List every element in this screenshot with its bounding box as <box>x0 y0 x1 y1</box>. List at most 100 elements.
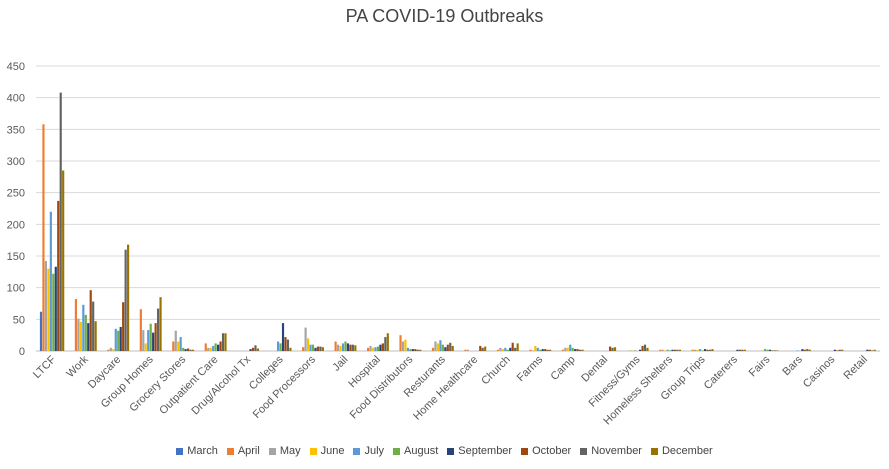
bar <box>279 343 282 351</box>
bar <box>646 347 649 351</box>
bar <box>509 347 512 351</box>
bar <box>841 349 844 351</box>
bar <box>504 347 507 351</box>
y-tick-label: 200 <box>7 219 25 231</box>
legend-label: August <box>404 445 439 457</box>
bar <box>302 347 305 351</box>
bar <box>838 349 841 351</box>
bar <box>481 347 484 351</box>
bar <box>741 349 744 351</box>
bar <box>738 349 742 351</box>
bar <box>546 349 549 351</box>
x-tick-label: Casinos <box>801 353 838 390</box>
legend-item: November <box>580 445 642 457</box>
bar <box>89 290 92 351</box>
bar <box>691 349 694 351</box>
bar <box>251 347 255 351</box>
bar <box>212 345 215 351</box>
bar <box>801 349 804 351</box>
bar <box>708 349 712 351</box>
bar <box>147 330 150 351</box>
bar <box>496 349 499 351</box>
bar <box>641 345 644 351</box>
bar <box>341 343 345 351</box>
x-tick-label: Fairs <box>747 353 773 379</box>
bar <box>534 345 537 351</box>
bar <box>177 341 180 351</box>
y-tick-label: 300 <box>7 156 25 168</box>
bar <box>664 350 667 351</box>
legend-swatch <box>309 447 317 455</box>
bar <box>127 244 130 351</box>
bar <box>531 350 534 351</box>
bar <box>354 345 357 351</box>
legend-swatch <box>353 447 361 455</box>
bar <box>569 344 572 351</box>
bar <box>441 344 444 351</box>
bar <box>466 349 469 351</box>
legend: March April May June July August September Octo… <box>0 445 889 457</box>
bar <box>109 347 112 351</box>
bar <box>144 343 147 351</box>
bar <box>541 349 544 351</box>
x-tick-label: Dental <box>579 354 610 385</box>
bar <box>566 347 569 351</box>
x-tick-label: LTCF <box>31 353 59 381</box>
bar <box>84 314 87 351</box>
x-tick-label: Work <box>64 353 91 380</box>
bar <box>221 333 225 351</box>
x-tick-label: Caterers <box>702 353 741 392</box>
bar <box>254 345 257 351</box>
bar <box>673 349 677 351</box>
bar <box>514 347 517 351</box>
legend-swatch <box>650 447 658 455</box>
legend-swatch <box>447 447 455 455</box>
legend-item: July <box>353 445 384 457</box>
bar <box>763 349 767 351</box>
bar <box>871 350 874 351</box>
bar <box>409 349 412 351</box>
bar <box>671 349 674 351</box>
bar <box>436 343 440 351</box>
bar <box>406 347 410 351</box>
bar <box>549 349 552 351</box>
bar <box>334 341 337 351</box>
bar <box>696 349 699 351</box>
legend-item: December <box>650 445 713 457</box>
bar <box>571 347 574 351</box>
bar <box>404 339 407 351</box>
y-tick-label: 250 <box>7 188 25 200</box>
bar <box>416 349 419 351</box>
bar <box>349 344 352 351</box>
legend-item: March <box>176 445 218 457</box>
bar <box>77 318 80 351</box>
x-tick-label: Jail <box>330 354 350 374</box>
bar <box>803 349 806 351</box>
bar <box>411 349 414 351</box>
bar <box>117 330 120 351</box>
y-tick-label: 350 <box>7 124 25 136</box>
bar <box>376 346 380 351</box>
bar <box>386 333 389 351</box>
bar <box>711 349 714 351</box>
bar <box>536 347 539 351</box>
bar <box>574 349 577 351</box>
bar <box>142 330 145 351</box>
bar <box>701 350 704 351</box>
bar <box>369 345 372 351</box>
y-tick-label: 450 <box>7 61 25 73</box>
legend-item: October <box>521 445 571 457</box>
x-tick-label: Outpatient Care <box>157 354 220 417</box>
bar <box>74 299 77 351</box>
legend-item: August <box>393 445 438 457</box>
bar <box>669 350 672 351</box>
legend-label: October <box>532 445 572 457</box>
legend-item: September <box>447 445 512 457</box>
bar <box>539 349 542 351</box>
bar <box>119 326 122 351</box>
x-tick-label: Farms <box>515 353 546 384</box>
y-tick-label: 0 <box>19 346 25 358</box>
bar <box>776 350 779 351</box>
legend-item: May <box>268 445 301 457</box>
